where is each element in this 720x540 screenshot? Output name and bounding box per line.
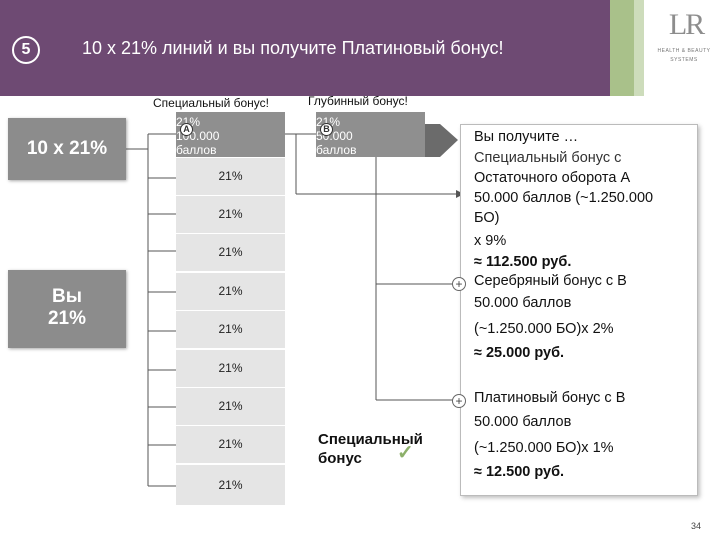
info-amount-1: ≈ 112.500 руб. bbox=[474, 254, 572, 270]
special-bonus-header: Специальный бонус! bbox=[153, 96, 270, 110]
column-a-row: 21% bbox=[176, 196, 285, 234]
page-title: 10 x 21% линий и вы получите Платиновый … bbox=[82, 38, 504, 58]
column-a-row: 21% bbox=[176, 465, 285, 506]
page-number: 34 bbox=[691, 521, 702, 531]
column-a-row: 21% bbox=[176, 311, 285, 349]
special-bonus-label-line2: бонус bbox=[318, 450, 362, 467]
header-accent-stripe-light bbox=[634, 0, 644, 96]
you-badge-percent: 21% bbox=[47, 308, 87, 329]
info-bo: БО) bbox=[474, 210, 500, 226]
depth-bonus-header: Глубинный бонус! bbox=[308, 94, 408, 108]
you-badge-label: Вы bbox=[52, 286, 82, 307]
info-amount-3: ≈ 12.500 руб. bbox=[474, 464, 565, 480]
lines-count-badge: 10 x 21% bbox=[8, 118, 126, 180]
column-a-top-cell: 21% 100.000 баллов bbox=[176, 112, 285, 157]
info-amount-2: ≈ 25.000 руб. bbox=[474, 345, 565, 361]
column-a-row: 21% bbox=[176, 158, 285, 196]
letter-a-icon: A bbox=[180, 123, 193, 136]
checkmark-icon: ✓ bbox=[397, 442, 414, 464]
info-points-a: 50.000 баллов (~1.250.000 bbox=[474, 190, 654, 206]
info-special-bonus: Специальный бонус с bbox=[474, 150, 622, 166]
column-a-points-unit: баллов bbox=[176, 143, 217, 157]
info-box bbox=[460, 124, 698, 496]
column-a-row: 21% bbox=[176, 426, 285, 464]
info-percent-9: х 9% bbox=[474, 233, 507, 249]
column-b-top-cell: 21% 50.000 баллов bbox=[316, 112, 425, 157]
info-bo-2: (~1.250.000 БО)х 2% bbox=[474, 321, 614, 337]
step-number-badge: 5 bbox=[12, 36, 40, 64]
header-accent-stripe bbox=[610, 0, 634, 96]
logo-text-line2: SYSTEMS bbox=[670, 57, 698, 63]
column-b-points-unit: баллов bbox=[316, 143, 357, 157]
info-bo-1: (~1.250.000 БО)х 1% bbox=[474, 440, 614, 456]
you-badge: Вы 21% bbox=[8, 270, 126, 348]
logo-area bbox=[644, 0, 720, 96]
column-a-row: 21% bbox=[176, 273, 285, 311]
logo-text-line1: HEALTH & BEAUTY bbox=[657, 48, 711, 54]
info-platinum-bonus: Платиновый бонус с В bbox=[474, 390, 626, 406]
info-residual-turnover: Остаточного оборота А bbox=[474, 170, 631, 186]
lr-logo: LR bbox=[668, 8, 705, 41]
info-pointer-arrow bbox=[425, 124, 458, 157]
info-points-b2: 50.000 баллов bbox=[474, 414, 572, 430]
plus-icon: + bbox=[452, 394, 466, 408]
header-bar bbox=[0, 0, 610, 96]
column-a-row: 21% bbox=[176, 234, 285, 272]
plus-icon: + bbox=[452, 277, 466, 291]
special-bonus-label-line1: Специальный bbox=[318, 431, 423, 448]
info-points-b1: 50.000 баллов bbox=[474, 295, 572, 311]
special-bonus-label: Специальный бонус bbox=[318, 430, 423, 468]
info-silver-bonus: Серебряный бонус с В bbox=[474, 273, 627, 289]
column-a-row: 21% bbox=[176, 350, 285, 388]
column-a-row: 21% bbox=[176, 388, 285, 426]
info-you-get: Вы получите … bbox=[474, 129, 579, 145]
letter-b-icon: B bbox=[320, 123, 333, 136]
